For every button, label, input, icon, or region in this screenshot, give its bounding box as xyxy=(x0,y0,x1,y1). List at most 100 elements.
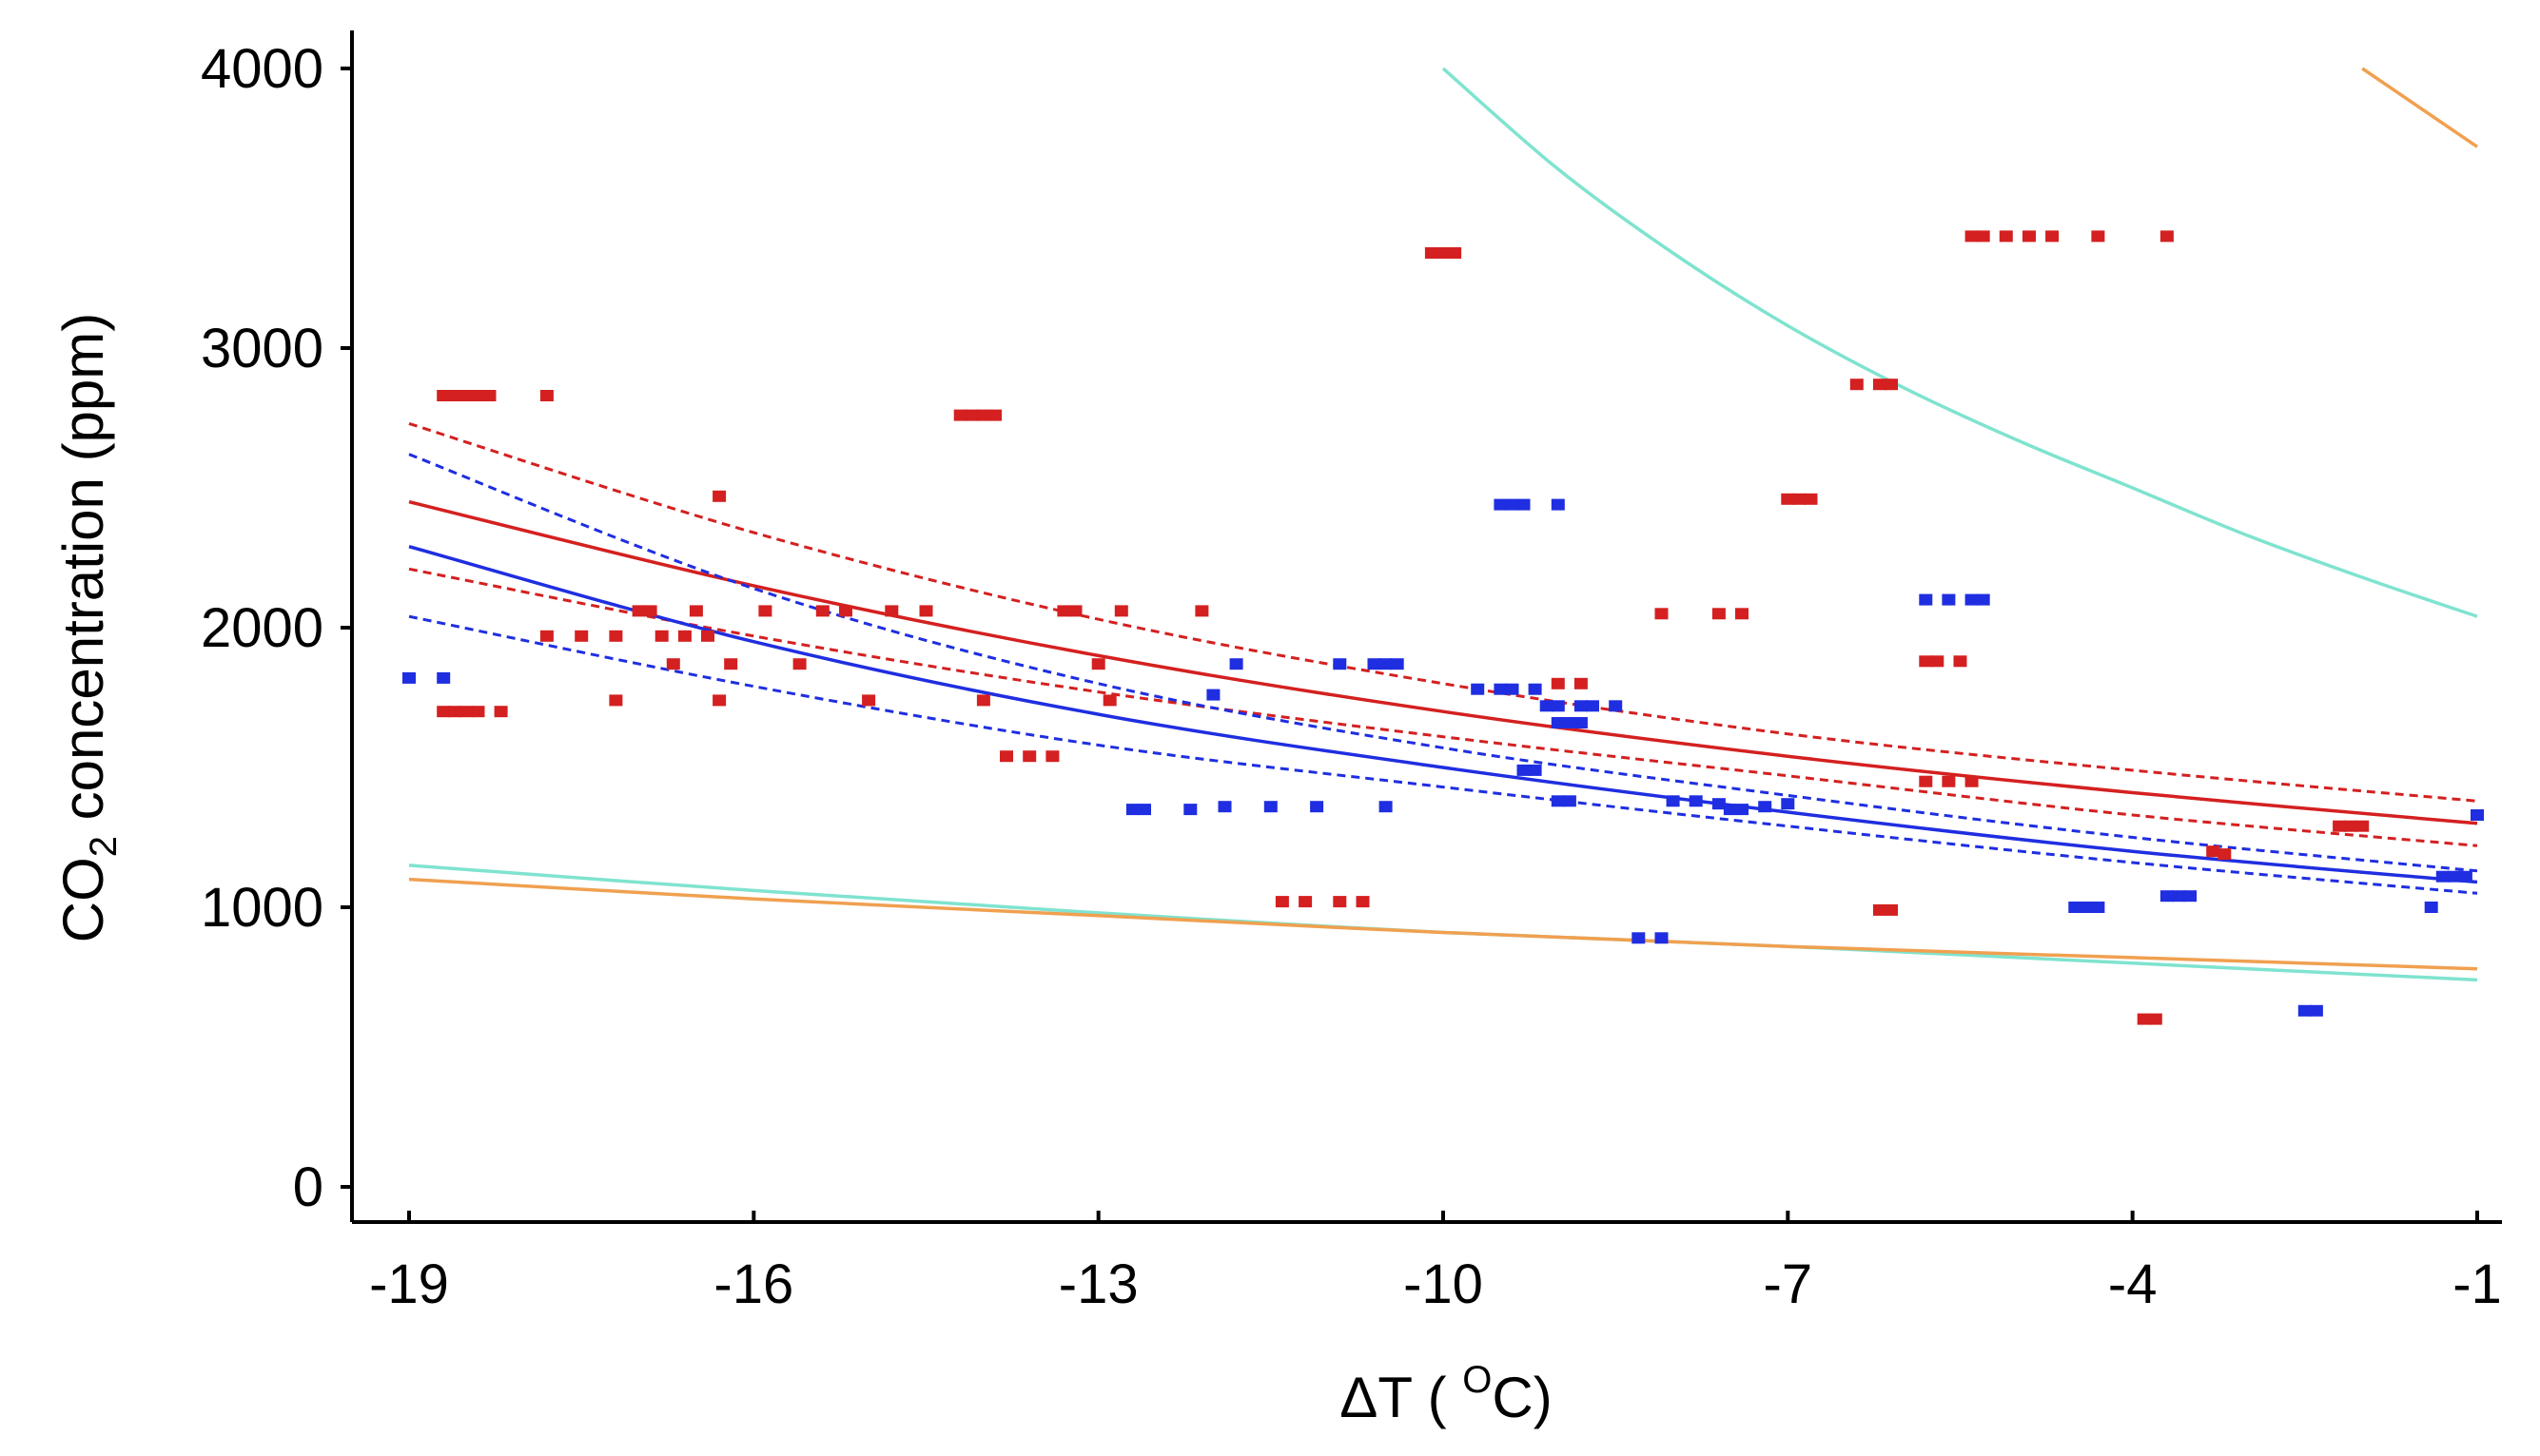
red-points-point-19 xyxy=(689,605,703,617)
red-points-point-20 xyxy=(701,630,714,642)
blue-points-point-4 xyxy=(1183,804,1198,816)
y-axis-title: CO2 concentration (ppm) xyxy=(51,313,125,943)
red-points-point-36 xyxy=(976,694,990,707)
red-points-point-35 xyxy=(988,409,1002,421)
blue-points-point-14 xyxy=(1390,658,1404,670)
blue-points-point-3 xyxy=(1138,804,1151,816)
red-points-point-23 xyxy=(713,694,727,707)
plot-points xyxy=(402,230,2484,1025)
red-points-point-78 xyxy=(2159,230,2174,243)
red-points-point-62 xyxy=(1873,379,1886,391)
red-points-point-73 xyxy=(1976,230,1990,243)
blue-points-point-13 xyxy=(1378,658,1393,670)
blue-points-point-8 xyxy=(1378,801,1393,813)
red-points-point-17 xyxy=(655,630,669,642)
blue-points-point-10 xyxy=(1229,658,1243,670)
red-points-point-0 xyxy=(437,390,451,401)
blue-points-point-40 xyxy=(1723,804,1737,816)
line-red-upper-band xyxy=(408,421,2478,803)
red-points-point-2 xyxy=(459,390,474,401)
line-blue-upper-band xyxy=(408,453,2478,873)
red-points-point-12 xyxy=(575,630,589,642)
red-points-point-30 xyxy=(885,605,899,617)
blue-points-point-19 xyxy=(1494,498,1508,511)
y-tick-label-0: 0 xyxy=(293,1156,323,1218)
red-points-point-41 xyxy=(1068,605,1083,617)
red-points-point-52 xyxy=(1448,247,1462,259)
red-points-point-26 xyxy=(792,658,807,670)
line-cyan-lower-curve xyxy=(408,864,2478,982)
red-points-point-81 xyxy=(2206,845,2220,858)
blue-points-point-50 xyxy=(2091,902,2105,913)
blue-points-point-23 xyxy=(1516,764,1531,776)
red-points-point-48 xyxy=(1333,896,1347,908)
red-points-point-59 xyxy=(1792,493,1807,505)
blue-points-point-60 xyxy=(2471,809,2484,821)
red-points-point-64 xyxy=(1873,903,1886,916)
red-points-point-80 xyxy=(2148,1013,2162,1025)
red-points-point-25 xyxy=(758,605,772,617)
y-ticks: 0 1000 2000 3000 4000 xyxy=(201,38,352,1218)
blue-points-point-15 xyxy=(1471,683,1485,695)
red-points-point-9 xyxy=(471,706,485,718)
red-points-point-44 xyxy=(1103,694,1117,707)
blue-points-point-18 xyxy=(1528,683,1542,695)
blue-points-point-37 xyxy=(1666,795,1680,807)
red-points-point-55 xyxy=(1654,608,1669,620)
blue-points-point-57 xyxy=(2435,870,2450,883)
x-axis-title-superscript: O xyxy=(1462,1359,1492,1401)
blue-points-point-7 xyxy=(1310,801,1324,813)
red-points-point-82 xyxy=(2218,848,2232,861)
red-points-point-79 xyxy=(2137,1013,2151,1025)
plot-lines xyxy=(408,67,2478,982)
red-points-point-8 xyxy=(459,706,474,718)
red-points-point-3 xyxy=(471,390,485,401)
blue-points-point-55 xyxy=(2309,1004,2323,1017)
blue-points-point-22 xyxy=(1551,498,1565,511)
red-points-point-56 xyxy=(1711,608,1726,620)
red-points-point-37 xyxy=(1000,750,1013,763)
blue-points-point-53 xyxy=(2183,890,2198,903)
red-points-point-31 xyxy=(919,605,933,617)
blue-points-point-47 xyxy=(1976,593,1990,606)
red-points-point-33 xyxy=(965,409,979,421)
blue-points-point-43 xyxy=(1781,798,1795,810)
blue-points-point-41 xyxy=(1735,804,1749,816)
red-points-point-70 xyxy=(1942,775,1956,787)
red-points-point-50 xyxy=(1424,247,1438,259)
blue-points-point-16 xyxy=(1494,683,1508,695)
blue-points-point-42 xyxy=(1758,801,1772,813)
blue-points-point-27 xyxy=(1573,700,1588,712)
red-points-point-7 xyxy=(448,706,462,718)
blue-points-point-51 xyxy=(2159,890,2174,903)
red-points-point-15 xyxy=(632,605,646,617)
red-points-point-46 xyxy=(1275,896,1289,908)
red-points-point-24 xyxy=(724,658,738,670)
line-orange-upper-curve xyxy=(2361,67,2478,148)
blue-points-point-32 xyxy=(1573,717,1588,728)
red-points-point-71 xyxy=(1964,775,1979,787)
red-points-point-11 xyxy=(539,630,554,642)
blue-points-point-17 xyxy=(1505,683,1519,695)
red-points-point-61 xyxy=(1849,379,1864,391)
red-points-point-74 xyxy=(1999,230,2013,243)
line-cyan-upper-curve xyxy=(1441,67,2478,618)
red-points-point-22 xyxy=(713,490,727,502)
red-points-point-29 xyxy=(862,694,876,707)
red-points-point-1 xyxy=(448,390,462,401)
red-points-point-77 xyxy=(2091,230,2105,243)
red-points-point-49 xyxy=(1356,896,1370,908)
red-points-point-40 xyxy=(1057,605,1071,617)
blue-points-point-39 xyxy=(1711,798,1726,810)
red-points-point-18 xyxy=(677,630,692,642)
red-points-point-54 xyxy=(1573,677,1588,689)
blue-points-point-31 xyxy=(1562,717,1576,728)
blue-points-point-12 xyxy=(1367,658,1381,670)
red-points-point-13 xyxy=(609,630,623,642)
x-ticks: -19 -16 -13 -10 -7 -4 -1 xyxy=(369,1211,2502,1315)
red-points-point-58 xyxy=(1781,493,1795,505)
blue-points-point-0 xyxy=(402,671,416,684)
red-points-point-38 xyxy=(1023,750,1037,763)
red-points-point-21 xyxy=(666,658,680,670)
